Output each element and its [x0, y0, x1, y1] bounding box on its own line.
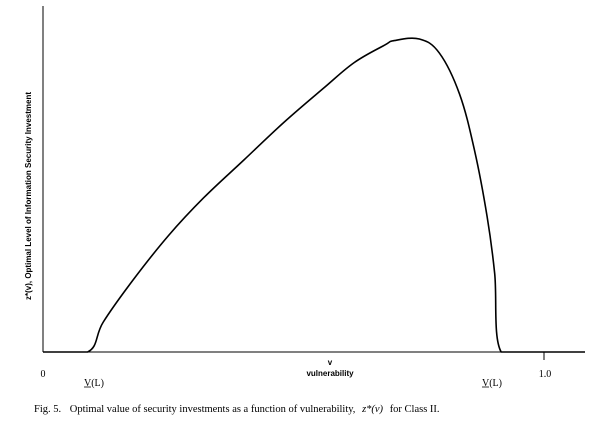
- tick-label-vl-left: V(L): [84, 378, 104, 389]
- caption-end: for Class II.: [390, 404, 440, 415]
- series-line: [43, 37, 585, 353]
- tick-label-origin: 0: [41, 369, 46, 380]
- x-axis-label: vulnerability: [306, 369, 354, 378]
- caption-prefix: Fig. 5.: [34, 404, 61, 415]
- tick-label-vl-right: V(L): [482, 378, 502, 389]
- caption-main: Optimal value of security investments as…: [70, 404, 356, 415]
- figure-caption: Fig. 5. Optimal value of security invest…: [34, 404, 440, 415]
- tick-label-one: 1.0: [539, 369, 552, 380]
- caption-formula: z*(v): [361, 404, 383, 415]
- y-axis-label: z*(v), Optimal Level of Information Secu…: [24, 92, 33, 300]
- x-axis-symbol: v: [328, 358, 333, 367]
